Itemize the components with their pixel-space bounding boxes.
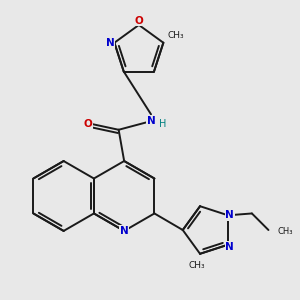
Text: O: O — [83, 119, 92, 129]
Text: N: N — [226, 242, 234, 251]
Text: CH₃: CH₃ — [278, 227, 293, 236]
Text: N: N — [106, 38, 114, 48]
Text: CH₃: CH₃ — [188, 261, 205, 270]
Text: N: N — [147, 116, 155, 126]
Text: H: H — [159, 119, 166, 129]
Text: N: N — [226, 210, 234, 220]
Text: CH₃: CH₃ — [168, 31, 184, 40]
Text: N: N — [120, 226, 128, 236]
Text: O: O — [134, 16, 143, 26]
